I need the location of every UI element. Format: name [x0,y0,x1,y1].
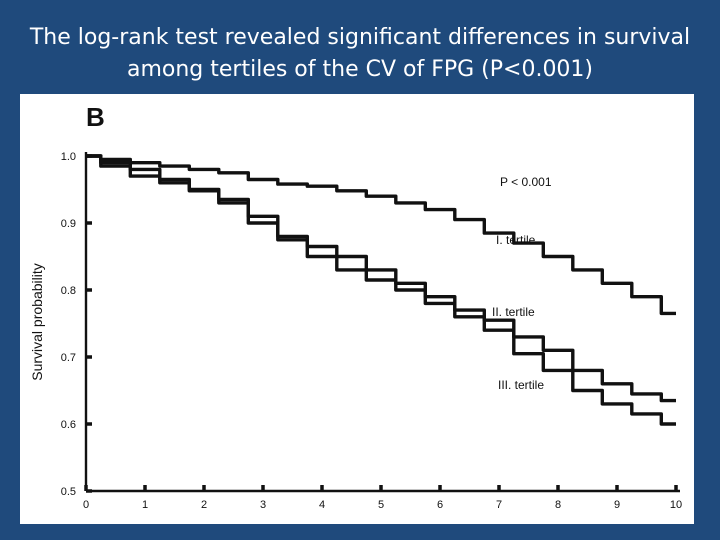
y-tick-label: 0.9 [61,218,76,230]
slide-title-line-1: The log-rank test revealed significant d… [29,25,691,50]
survival-figure: B Survival probability 0 1 2 3 4 5 6 7 8 9 10 1.0 0.… [20,94,694,524]
survival-chart: B Survival probability 0 1 2 3 4 5 6 7 8 9 10 1.0 0.… [29,102,682,511]
x-tick-label: 7 [496,499,502,511]
survival-curve-tertile-2 [86,154,676,403]
x-tick-label: 4 [319,499,325,511]
p-value-annotation: P < 0.001 [500,175,552,189]
x-tick-label: 8 [555,499,561,511]
survival-curve-tertile-3 [86,154,676,426]
x-tick-label: 1 [142,499,148,511]
slide-title: The log-rank test revealed significant d… [0,22,720,86]
x-tick-label: 5 [378,499,384,511]
slide-title-line-2: among tertiles of the CV of FPG (P<0.001… [126,57,594,82]
y-tick-label: 0.5 [61,486,76,498]
x-tick-label: 0 [83,499,89,511]
axis-ticks: 0 1 2 3 4 5 6 7 8 9 10 1.0 0.9 0.8 0.7 0.6 0.5 [61,151,682,511]
survival-curves [86,154,676,426]
x-tick-label: 9 [614,499,620,511]
x-tick-label: 6 [437,499,443,511]
panel-label: B [86,102,105,132]
y-tick-label: 1.0 [61,151,76,163]
series-label-tertile-3: III. tertile [498,378,544,392]
x-tick-label: 2 [201,499,207,511]
y-axis-label: Survival probability [29,263,45,381]
series-label-tertile-2: II. tertile [492,305,535,319]
x-tick-label: 3 [260,499,266,511]
survival-curve-tertile-1 [86,154,676,316]
x-tick-label: 10 [670,499,682,511]
y-tick-label: 0.6 [61,419,76,431]
series-label-tertile-1: I. tertile [496,233,536,247]
y-tick-label: 0.8 [61,285,76,297]
y-tick-label: 0.7 [61,352,76,364]
